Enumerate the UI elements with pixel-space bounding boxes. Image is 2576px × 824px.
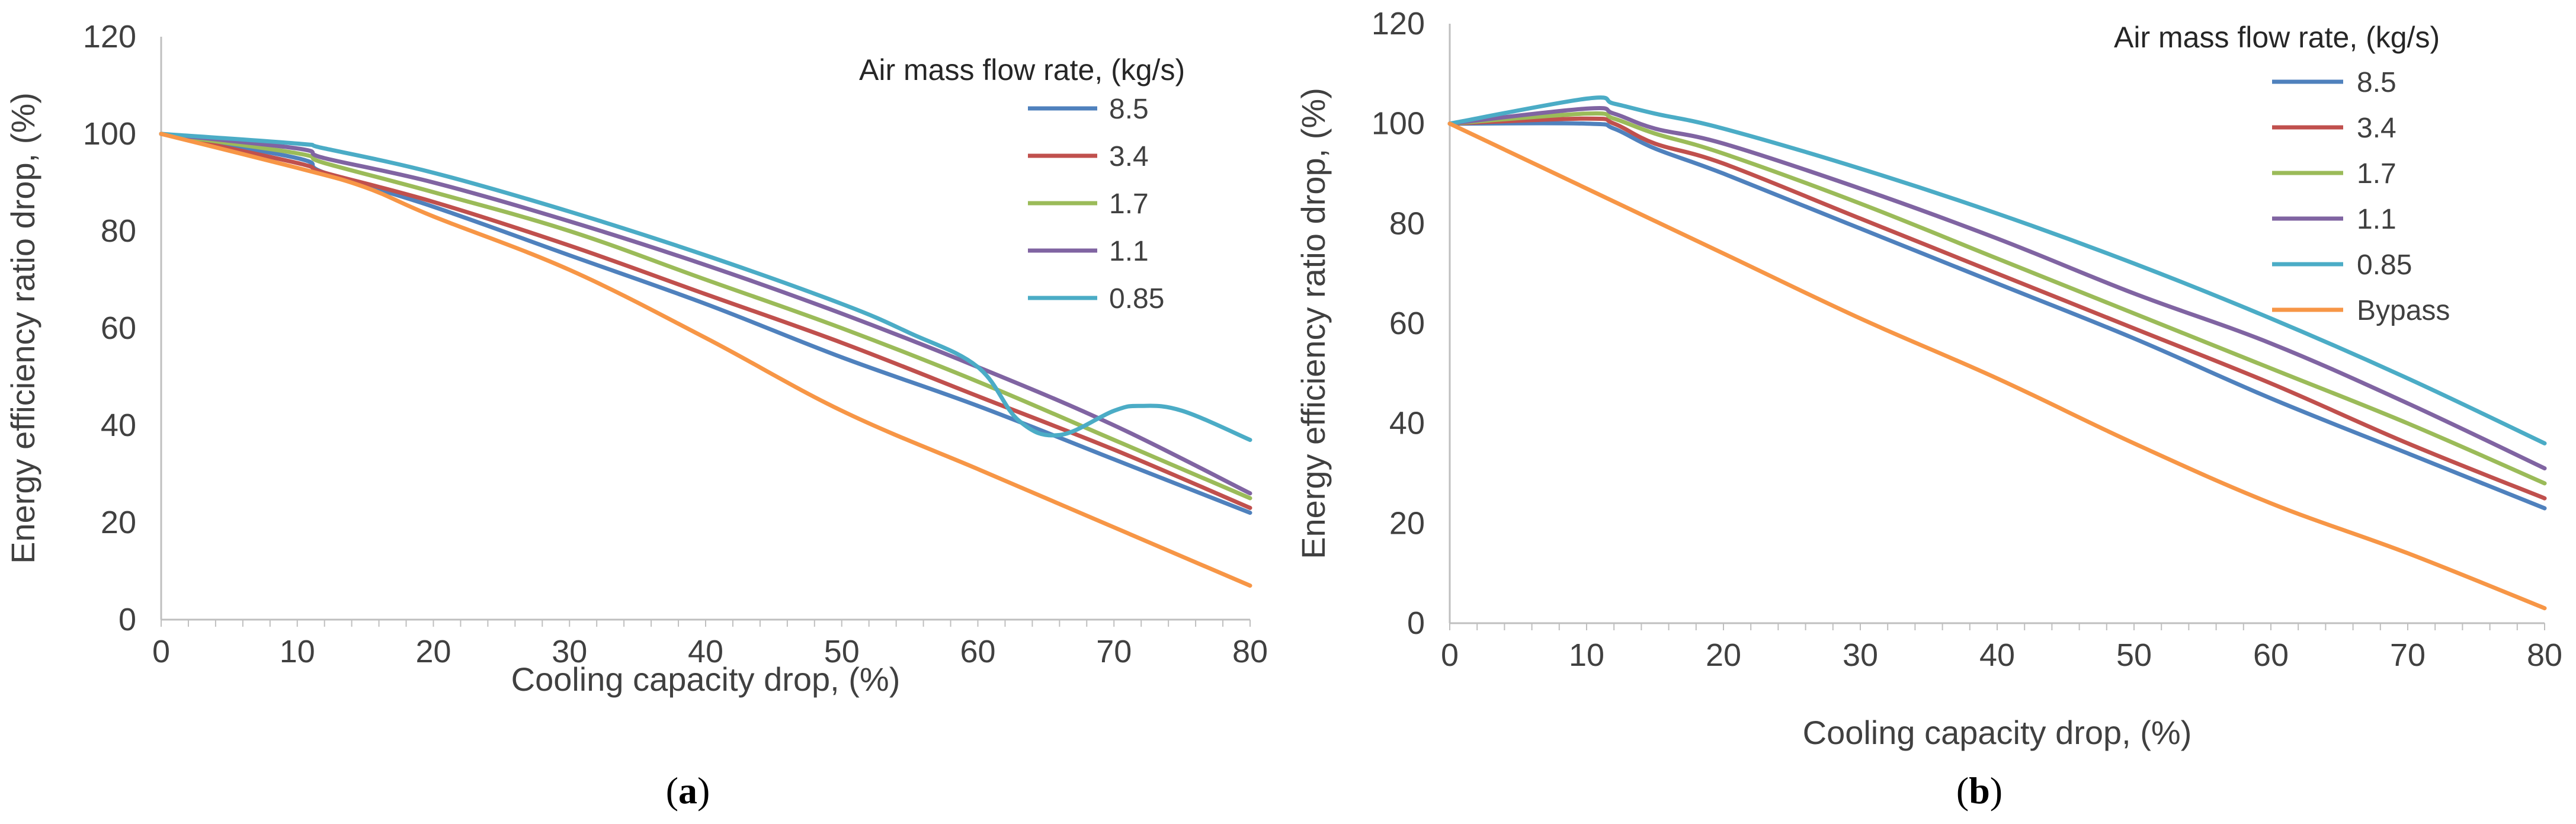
series-line-3-4	[159, 132, 1252, 510]
y-tick-label: 80	[1389, 206, 1425, 241]
chart-panel-b: 0 10 20 30 40 50 60 70 80 0 20 40 60 80 100 120 Cooling …	[1295, 6, 2562, 812]
x-tick-label: 60	[2253, 637, 2289, 673]
series-line-1-1	[159, 132, 1252, 496]
panel-label: (b)	[1956, 770, 2003, 812]
x-tick-label: 80	[2527, 637, 2562, 673]
x-tick-label: 30	[552, 634, 587, 669]
y-tick-label: 100	[83, 116, 136, 152]
y-tick-label: 60	[101, 310, 136, 346]
series-line-1-7	[159, 132, 1252, 501]
series-line-0-85	[159, 132, 1252, 443]
legend-label: 1.1	[2357, 204, 2396, 235]
y-tick-label: 120	[1372, 6, 1425, 41]
x-tick-label: 10	[1569, 637, 1604, 673]
legend-label: 0.85	[1109, 283, 1164, 315]
y-tick-label: 20	[101, 505, 136, 540]
legend-label: 1.7	[1109, 188, 1149, 220]
legend-label: 1.1	[1109, 236, 1149, 267]
panel-label: (a)	[666, 770, 710, 812]
chart-panel-a: 0 10 20 30 40 50 60 70 80 0 20 40 60 80 100 120 Cooling …	[4, 19, 1268, 812]
legend-label: Bypass	[2357, 295, 2450, 326]
y-axis-title: Energy efficiency ratio drop, (%)	[1295, 88, 1332, 559]
series-line-8-5	[1447, 121, 2547, 511]
x-tick-label: 30	[1843, 637, 1878, 673]
y-tick-label: 80	[101, 213, 136, 249]
x-tick-label: 0	[152, 634, 170, 669]
legend-title: Air mass flow rate, (kg/s)	[2114, 21, 2440, 54]
x-tick-label: 40	[688, 634, 723, 669]
legend-label: 8.5	[2357, 67, 2396, 98]
legend-label: 1.7	[2357, 158, 2396, 190]
x-tick-label: 70	[1096, 634, 1132, 669]
y-tick-label: 0	[1407, 605, 1425, 641]
legend-title: Air mass flow rate, (kg/s)	[859, 53, 1185, 86]
series-line-0-85	[1447, 95, 2547, 445]
series-line-3-4	[1447, 116, 2547, 501]
y-tick-label: 0	[118, 602, 136, 637]
x-tick-label: 70	[2390, 637, 2426, 673]
y-tick-label: 120	[83, 19, 136, 54]
x-tick-label: 20	[415, 634, 451, 669]
legend-label: 8.5	[1109, 94, 1149, 125]
x-tick-label: 50	[2116, 637, 2152, 673]
y-tick-label: 60	[1389, 306, 1425, 341]
x-axis-title: Cooling capacity drop, (%)	[511, 661, 901, 698]
legend: Air mass flow rate, (kg/s) 8.5 3.4 1.7 1.1 0.…	[859, 53, 1185, 315]
legend-label: 3.4	[1109, 141, 1149, 172]
x-axis-title: Cooling capacity drop, (%)	[1803, 714, 2192, 751]
x-tick-label: 50	[824, 634, 860, 669]
legend: Air mass flow rate, (kg/s) 8.5 3.4 1.7 1.1 0.…	[2114, 21, 2450, 326]
x-tick-label: 10	[280, 634, 315, 669]
y-tick-label: 20	[1389, 505, 1425, 541]
x-tick-label: 0	[1441, 637, 1459, 673]
x-tick-label: 80	[1232, 634, 1268, 669]
y-tick-label: 100	[1372, 106, 1425, 142]
legend-label: 0.85	[2357, 249, 2412, 281]
series-line-1-1	[1447, 105, 2547, 471]
x-tick-label: 20	[1706, 637, 1741, 673]
y-tick-label: 40	[1389, 406, 1425, 441]
y-tick-label: 40	[101, 408, 136, 443]
series-line-8-5	[159, 132, 1252, 515]
y-axis-title: Energy efficiency ratio drop, (%)	[4, 92, 41, 564]
series-line-bypass	[1447, 121, 2547, 611]
series-line-1-7	[1447, 111, 2547, 486]
x-tick-label: 40	[1979, 637, 2015, 673]
legend-label: 3.4	[2357, 113, 2396, 144]
series-line-unlabeled	[159, 132, 1252, 588]
x-tick-label: 60	[960, 634, 995, 669]
